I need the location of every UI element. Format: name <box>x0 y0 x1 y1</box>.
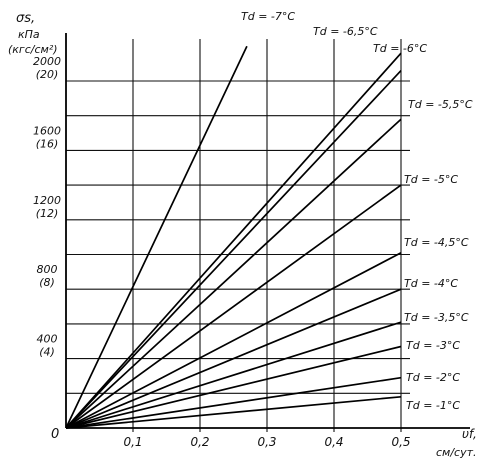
series-label-9: Td = -2°C <box>406 371 460 384</box>
x-axis-label-line-2: см/сут. <box>436 446 477 459</box>
y-axis-label-line-2: кПа <box>18 28 40 41</box>
x-tick-label-0: 0,1 <box>123 435 142 449</box>
series-label-5: Td = -4,5°C <box>404 236 469 249</box>
x-tick-label-1: 0,2 <box>190 435 209 449</box>
y-tick-label-2: 1200 <box>33 194 61 207</box>
series-label-1: Td = -6,5°C <box>313 25 378 38</box>
series-line-7 <box>65 321 402 429</box>
series-layer <box>65 45 402 429</box>
series-line-6 <box>65 288 402 429</box>
series-line-9 <box>65 376 402 429</box>
series-label-0: Td = -7°C <box>241 10 295 23</box>
y-axis-label-line-1: σs, <box>16 11 35 26</box>
series-label-2: Td = -6°C <box>373 42 427 55</box>
y-tick-sub-label-2: (12) <box>36 207 59 220</box>
series-label-6: Td = -4°C <box>404 277 458 290</box>
series-label-4: Td = -5°C <box>404 173 458 186</box>
axis-layer <box>65 33 470 429</box>
y-tick-label-3: 1600 <box>33 124 61 137</box>
series-line-3 <box>65 118 402 429</box>
series-line-5 <box>65 252 402 429</box>
y-tick-sub-label-3: (16) <box>36 137 59 150</box>
x-tick-label-4: 0,5 <box>391 435 410 449</box>
y-tick-label-4: 2000 <box>33 55 61 68</box>
series-line-10 <box>65 395 402 429</box>
series-line-1 <box>65 52 402 429</box>
series-line-2 <box>65 70 402 429</box>
x-tick-label-2: 0,3 <box>257 435 276 449</box>
x-axis-label-line-1: υf, <box>462 427 477 441</box>
series-line-8 <box>65 345 402 429</box>
y-tick-sub-label-4: (20) <box>36 68 59 81</box>
y-axis-label-line-3: (кгс/см²) <box>8 43 58 56</box>
y-tick-sub-label-1: (8) <box>39 276 55 289</box>
text-layer: σs, кПа (кгс/см²) υf, см/сут. 0 0,1 0,2 0,… <box>8 10 477 459</box>
series-label-7: Td = -3,5°C <box>404 311 469 324</box>
y-tick-sub-label-0: (4) <box>39 346 55 359</box>
series-label-3: Td = -5,5°C <box>408 98 473 111</box>
y-tick-label-0: 400 <box>37 333 58 346</box>
x-tick-label-3: 0,4 <box>324 435 343 449</box>
series-label-8: Td = -3°C <box>406 339 460 352</box>
series-line-4 <box>65 184 402 429</box>
series-label-10: Td = -1°C <box>406 399 460 412</box>
y-tick-label-1: 800 <box>37 263 58 276</box>
series-line-0 <box>65 45 248 429</box>
origin-label: 0 <box>51 427 59 442</box>
